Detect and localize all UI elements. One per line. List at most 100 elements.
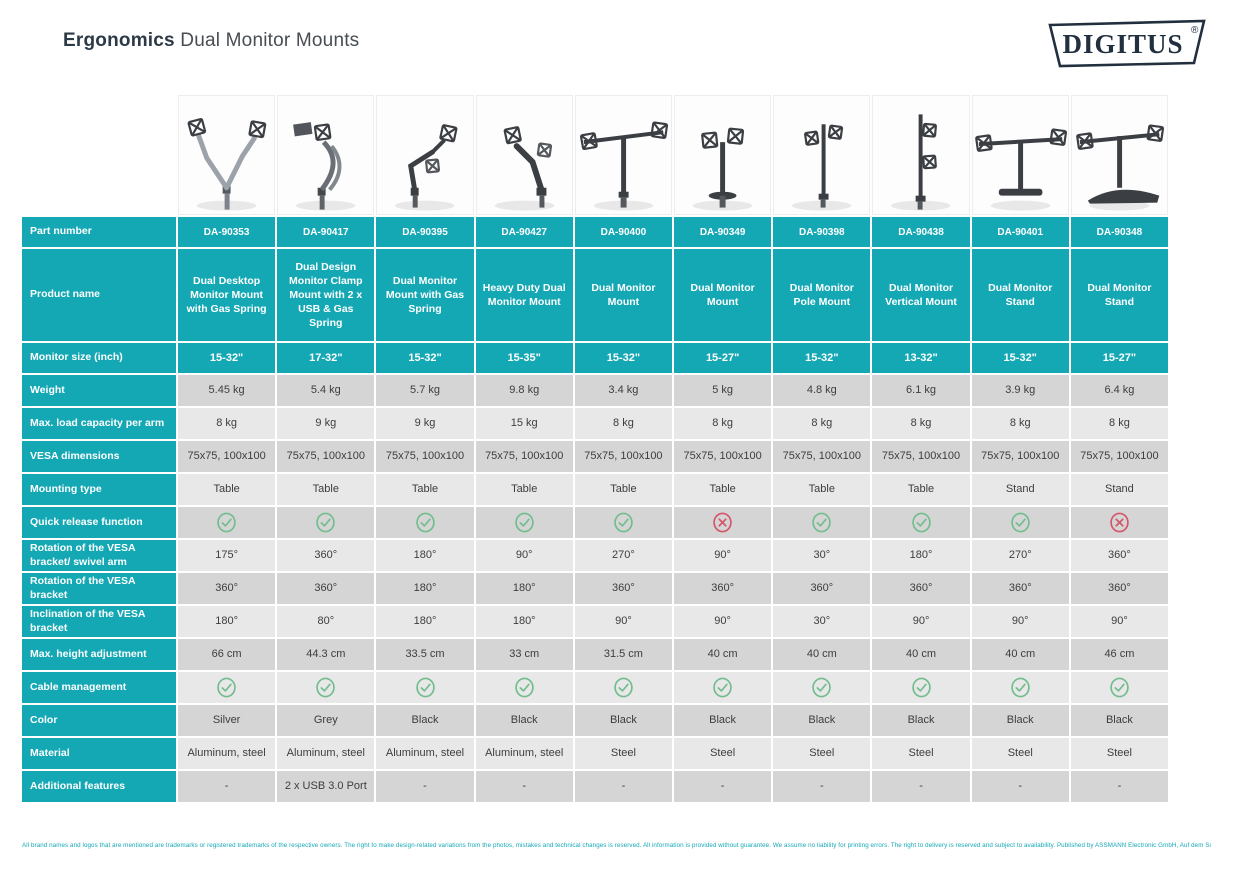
additional-cell-DA-90438: - [872, 771, 970, 802]
material-cell-DA-90395: Aluminum, steel [376, 738, 474, 769]
height_adjustment-cell-DA-90395: 33.5 cm [376, 639, 474, 670]
monitor_size-cell-DA-90353: 15-32" [178, 343, 276, 373]
part_number-cell-DA-90417: DA-90417 [277, 217, 375, 247]
material-cell-DA-90349: Steel [674, 738, 772, 769]
monitor_size-cell-DA-90417: 17-32" [277, 343, 375, 373]
product-image-DA-90427 [475, 95, 573, 215]
check-icon [514, 677, 534, 698]
name-cell-DA-90348: Dual Monitor Stand [1070, 249, 1169, 341]
cable_management-cell-DA-90438 [872, 672, 970, 703]
check-icon [614, 512, 633, 533]
vesa-cell-DA-90348: 75x75, 100x100 [1070, 441, 1169, 472]
monitor_size-cell-DA-90438: 13-32" [872, 343, 970, 373]
inclination-cell-DA-90427: 180° [475, 606, 573, 637]
table-row: Part number DA-90353 DA-90417 DA-90395 DA-90… [22, 217, 1169, 247]
weight-cell-DA-90348: 6.4 kg [1070, 375, 1169, 406]
max_load-cell-DA-90398: 8 kg [773, 408, 871, 439]
rotation_bracket-cell-DA-90349: 360° [674, 573, 772, 604]
table-row: Max. load capacity per arm 8 kg 9 kg 9 kg 15… [22, 408, 1169, 439]
inclination-cell-DA-90398: 30° [773, 606, 871, 637]
mounting-cell-DA-90438: Table [872, 474, 970, 505]
weight-cell-DA-90398: 4.8 kg [773, 375, 871, 406]
monitor_size-cell-DA-90348: 15-27" [1070, 343, 1169, 373]
name-cell-DA-90417: Dual Design Monitor Clamp Mount with 2 x… [277, 249, 375, 341]
max_load-cell-DA-90349: 8 kg [674, 408, 772, 439]
part_number-cell-DA-90401: DA-90401 [971, 217, 1069, 247]
product-image-DA-90395 [376, 95, 474, 215]
additional-cell-DA-90349: - [674, 771, 772, 802]
vesa-cell-DA-90438: 75x75, 100x100 [872, 441, 970, 472]
table-row: Rotation of the VESA bracket 360° 360° 180°… [22, 573, 1169, 604]
weight-cell-DA-90400: 3.4 kg [574, 375, 673, 406]
image-row-label-spacer [22, 95, 176, 215]
rotation_bracket-cell-DA-90401: 360° [971, 573, 1069, 604]
weight-cell-DA-90401: 3.9 kg [971, 375, 1069, 406]
monitor_size-cell-DA-90401: 15-32" [971, 343, 1069, 373]
inclination-cell-DA-90401: 90° [971, 606, 1069, 637]
max_load-cell-DA-90427: 15 kg [475, 408, 573, 439]
color-cell-DA-90395: Black [376, 705, 474, 736]
weight-cell-DA-90353: 5.45 kg [178, 375, 276, 406]
additional-cell-DA-90398: - [773, 771, 871, 802]
product-image-DA-90438 [872, 95, 970, 215]
check-icon [514, 512, 534, 533]
vesa-cell-DA-90400: 75x75, 100x100 [574, 441, 673, 472]
brand-text: DIGITUS [1062, 29, 1183, 59]
vesa-cell-DA-90417: 75x75, 100x100 [277, 441, 375, 472]
table-row: VESA dimensions 75x75, 100x100 75x75, 100x… [22, 441, 1169, 472]
row-label-mounting: Mounting type [22, 474, 176, 505]
row-label-rotation_swivel: Rotation of the VESA bracket/ swivel arm [22, 540, 176, 571]
cable_management-cell-DA-90427 [475, 672, 573, 703]
table-row: Additional features -2 x USB 3.0 Port - - - -… [22, 771, 1169, 802]
digitus-logo-frame-icon: DIGITUS ® [1048, 19, 1206, 68]
name-cell-DA-90401: Dual Monitor Stand [971, 249, 1069, 341]
color-cell-DA-90427: Black [475, 705, 573, 736]
page-title-bold: Ergonomics [63, 30, 175, 51]
mounting-cell-DA-90427: Table [475, 474, 573, 505]
color-cell-DA-90398: Black [773, 705, 871, 736]
height_adjustment-cell-DA-90353: 66 cm [178, 639, 276, 670]
vesa-cell-DA-90349: 75x75, 100x100 [674, 441, 772, 472]
color-cell-DA-90438: Black [872, 705, 970, 736]
table-row: Material Aluminum, steel Aluminum, steel Al… [22, 738, 1169, 769]
max_load-cell-DA-90395: 9 kg [376, 408, 474, 439]
row-label-name: Product name [22, 249, 176, 341]
row-label-max_load: Max. load capacity per arm [22, 408, 176, 439]
height_adjustment-cell-DA-90401: 40 cm [971, 639, 1069, 670]
rotation_swivel-cell-DA-90417: 360° [277, 540, 375, 571]
table-row: Inclination of the VESA bracket 180° 80° 18… [22, 606, 1169, 637]
inclination-cell-DA-90417: 80° [277, 606, 375, 637]
weight-cell-DA-90349: 5 kg [674, 375, 772, 406]
vesa-cell-DA-90398: 75x75, 100x100 [773, 441, 871, 472]
rotation_bracket-cell-DA-90395: 180° [376, 573, 474, 604]
rotation_bracket-cell-DA-90417: 360° [277, 573, 375, 604]
quick_release-cell-DA-90427 [475, 507, 573, 538]
rotation_swivel-cell-DA-90348: 360° [1070, 540, 1169, 571]
additional-cell-DA-90417: 2 x USB 3.0 Port [277, 771, 375, 802]
quick_release-cell-DA-90400 [574, 507, 673, 538]
material-cell-DA-90401: Steel [971, 738, 1069, 769]
height_adjustment-cell-DA-90417: 44.3 cm [277, 639, 375, 670]
color-cell-DA-90417: Grey [277, 705, 375, 736]
additional-cell-DA-90395: - [376, 771, 474, 802]
product-image-DA-90401 [971, 95, 1069, 215]
table-row [22, 95, 1169, 215]
table-row: Color Silver Grey Black Black Black Black Black… [22, 705, 1169, 736]
mounting-cell-DA-90400: Table [574, 474, 673, 505]
height_adjustment-cell-DA-90348: 46 cm [1070, 639, 1169, 670]
cable_management-cell-DA-90353 [178, 672, 276, 703]
monitor_size-cell-DA-90427: 15-35" [475, 343, 573, 373]
table-row: Max. height adjustment 66 cm 44.3 cm 33.5 c… [22, 639, 1169, 670]
max_load-cell-DA-90400: 8 kg [574, 408, 673, 439]
height_adjustment-cell-DA-90349: 40 cm [674, 639, 772, 670]
weight-cell-DA-90417: 5.4 kg [277, 375, 375, 406]
height_adjustment-cell-DA-90438: 40 cm [872, 639, 970, 670]
check-icon [217, 512, 236, 533]
color-cell-DA-90353: Silver [178, 705, 276, 736]
additional-cell-DA-90400: - [574, 771, 673, 802]
check-icon [713, 677, 732, 698]
row-label-rotation_bracket: Rotation of the VESA bracket [22, 573, 176, 604]
name-cell-DA-90427: Heavy Duty Dual Monitor Mount [475, 249, 573, 341]
material-cell-DA-90427: Aluminum, steel [475, 738, 573, 769]
vesa-cell-DA-90401: 75x75, 100x100 [971, 441, 1069, 472]
